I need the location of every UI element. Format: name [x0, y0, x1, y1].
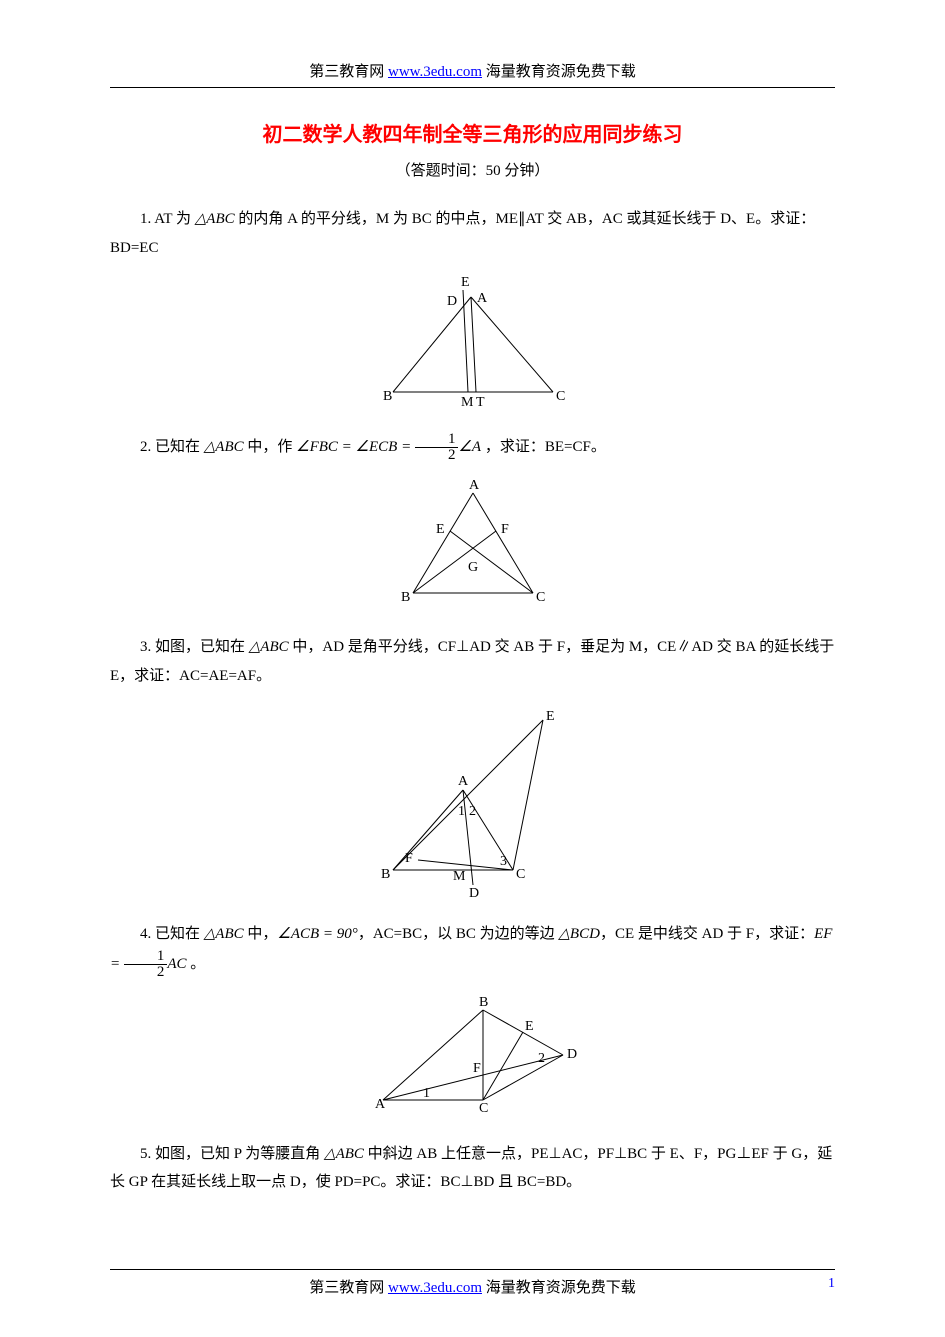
p3-a: 如图，已知在: [155, 639, 249, 655]
f2-G: G: [468, 560, 478, 575]
p1-tri: △ABC: [195, 211, 235, 227]
footer-link[interactable]: www.3edu.com: [388, 1280, 482, 1296]
p2-b: 中，作: [244, 439, 297, 455]
header-link[interactable]: www.3edu.com: [388, 64, 482, 80]
f3-A: A: [458, 774, 469, 789]
p2-tri: △ABC: [204, 439, 244, 455]
figure-3: A B C D E F M 1 2 3: [110, 700, 835, 905]
figure-1: B C M T D A E: [110, 272, 835, 417]
f2-A: A: [469, 478, 480, 493]
f3-a1: 1: [458, 804, 465, 819]
footer-line: 第三教育网 www.3edu.com 海量教育资源免费下载 1: [110, 1276, 835, 1297]
f1-D: D: [447, 294, 457, 309]
p4-eqa: ∠ACB = 90°: [277, 926, 357, 942]
f3-a3: 3: [500, 854, 507, 869]
figure-3-svg: A B C D E F M 1 2 3: [363, 700, 583, 900]
footer-prefix: 第三教育网: [309, 1280, 388, 1296]
f2-B: B: [401, 590, 410, 605]
p1-num: 1.: [140, 211, 154, 227]
p4-num: 4.: [140, 926, 155, 942]
f4-D: D: [567, 1047, 577, 1062]
p3-tri: △ABC: [249, 639, 289, 655]
f1-E: E: [461, 275, 470, 290]
f4-B: B: [479, 995, 488, 1010]
f2-F: F: [501, 522, 509, 537]
p4-eqc: AC: [167, 955, 186, 971]
problem-1: 1. AT 为 △ABC 的内角 A 的平分线，M 为 BC 的中点，ME∥AT…: [110, 205, 835, 262]
p3-num: 3.: [140, 639, 155, 655]
problem-2: 2. 已知在 △ABC 中，作 ∠FBC = ∠ECB = 12∠A ，求证：B…: [110, 432, 835, 463]
header: 第三教育网 www.3edu.com 海量教育资源免费下载: [110, 60, 835, 81]
f1-C: C: [556, 389, 565, 404]
header-divider: [110, 87, 835, 88]
f1-A: A: [477, 291, 488, 306]
f2-C: C: [536, 590, 545, 605]
footer: 第三教育网 www.3edu.com 海量教育资源免费下载 1: [0, 1269, 945, 1297]
page-subtitle: （答题时间：50 分钟）: [110, 159, 835, 180]
p2-frac-den: 2: [415, 448, 459, 463]
p4-b: 中，: [244, 926, 278, 942]
figure-2: A B C E F G: [110, 473, 835, 618]
p2-eqb: ∠A: [458, 439, 481, 455]
p4-frac: 12: [124, 949, 168, 980]
f1-M: M: [461, 395, 474, 410]
p2-a: 已知在: [155, 439, 204, 455]
f4-A: A: [375, 1097, 386, 1112]
f3-B: B: [381, 867, 390, 882]
f1-B: B: [383, 389, 392, 404]
f3-F: F: [405, 851, 413, 866]
p5-a: 如图，已知 P 为等腰直角: [155, 1146, 324, 1162]
f3-E: E: [546, 709, 555, 724]
p4-tri2: △BCD: [558, 926, 600, 942]
problem-4: 4. 已知在 △ABC 中，∠ACB = 90°，AC=BC，以 BC 为边的等…: [110, 920, 835, 980]
p2-frac: 12: [415, 432, 459, 463]
footer-divider: [110, 1269, 835, 1270]
footer-suffix: 海量教育资源免费下载: [482, 1280, 636, 1296]
f3-D: D: [469, 886, 479, 900]
p4-frac-num: 1: [124, 949, 168, 965]
p5-tri: △ABC: [324, 1146, 364, 1162]
p4-e: 。: [187, 955, 206, 971]
problem-3: 3. 如图，已知在 △ABC 中，AD 是角平分线，CF⊥AD 交 AB 于 F…: [110, 633, 835, 690]
problem-5: 5. 如图，已知 P 为等腰直角 △ABC 中斜边 AB 上任意一点，PE⊥AC…: [110, 1140, 835, 1197]
header-prefix: 第三教育网: [309, 64, 388, 80]
f3-C: C: [516, 867, 525, 882]
p4-a: 已知在: [155, 926, 204, 942]
p1-a: AT 为: [154, 211, 195, 227]
p4-tri: △ABC: [204, 926, 244, 942]
f3-M: M: [453, 869, 466, 884]
f4-C: C: [479, 1101, 488, 1116]
figure-4-svg: A B C D E F 1 2: [353, 990, 593, 1120]
page-title: 初二数学人教四年制全等三角形的应用同步练习: [110, 118, 835, 147]
f4-a1: 1: [423, 1086, 430, 1101]
figure-4: A B C D E F 1 2: [110, 990, 835, 1125]
p4-frac-den: 2: [124, 965, 168, 980]
page-number: 1: [828, 1276, 835, 1292]
f3-a2: 2: [469, 804, 476, 819]
p5-num: 5.: [140, 1146, 155, 1162]
f2-E: E: [436, 522, 445, 537]
p2-num: 2.: [140, 439, 155, 455]
figure-2-svg: A B C E F G: [383, 473, 563, 613]
p4-c: ，AC=BC，以 BC 为边的等边: [358, 926, 559, 942]
f1-T: T: [476, 395, 485, 410]
f4-a2: 2: [538, 1051, 545, 1066]
p2-frac-num: 1: [415, 432, 459, 448]
p2-c: ，求证：BE=CF。: [481, 439, 606, 455]
figure-1-svg: B C M T D A E: [363, 272, 583, 412]
f4-E: E: [525, 1019, 534, 1034]
p4-d: ，CE 是中线交 AD 于 F，求证：: [600, 926, 814, 942]
header-suffix: 海量教育资源免费下载: [482, 64, 636, 80]
f4-F: F: [473, 1061, 481, 1076]
p2-eqa: ∠FBC = ∠ECB =: [296, 439, 415, 455]
